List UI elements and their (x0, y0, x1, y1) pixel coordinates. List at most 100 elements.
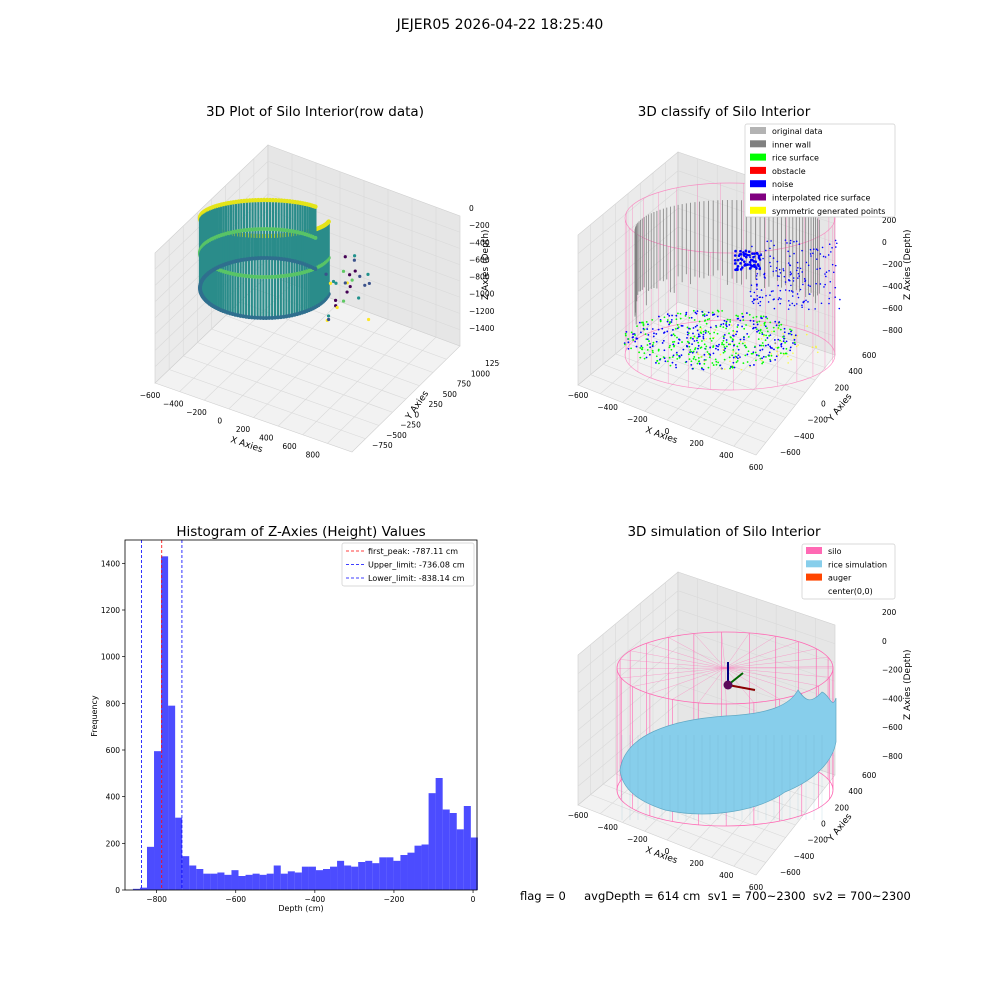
x-tick-label: 0 (217, 417, 222, 426)
data-point (755, 327, 757, 329)
histogram-bar (182, 856, 189, 890)
data-point (792, 352, 794, 354)
histogram-bar (154, 751, 161, 890)
data-point (745, 347, 747, 349)
z-axis-label: Z Axies (Depth) (481, 229, 491, 300)
data-point (729, 343, 731, 345)
data-point (765, 250, 767, 252)
data-point (765, 345, 767, 347)
data-point (652, 345, 654, 347)
data-point (773, 298, 775, 300)
data-point (678, 326, 680, 328)
data-point (702, 315, 704, 317)
data-point (760, 315, 762, 317)
data-point (764, 322, 766, 324)
data-point (698, 328, 700, 330)
data-point (678, 342, 680, 344)
data-point (789, 349, 791, 351)
data-point (669, 357, 671, 359)
data-point (678, 355, 680, 357)
histogram-bar (464, 806, 471, 890)
histogram-bar (203, 874, 210, 890)
data-point (632, 333, 634, 335)
data-point (664, 316, 666, 318)
z-axis-label: Z Axies (Depth) (903, 649, 913, 720)
data-point (358, 275, 361, 278)
data-point (783, 354, 785, 356)
data-point (801, 271, 803, 273)
histogram-bar (337, 861, 344, 890)
data-point (750, 291, 752, 293)
z-tick-label: −600 (882, 304, 903, 313)
data-point (736, 326, 738, 328)
data-point (653, 342, 655, 344)
data-point (797, 277, 799, 279)
data-point (672, 329, 674, 331)
data-point (756, 316, 758, 318)
data-point (680, 318, 682, 320)
data-point (367, 318, 370, 321)
histogram-bar (274, 866, 281, 891)
data-point (791, 290, 793, 292)
data-point (717, 310, 719, 312)
data-point (756, 252, 759, 255)
data-point (777, 339, 779, 341)
data-point (820, 283, 822, 285)
data-point (770, 353, 772, 355)
data-point (808, 264, 810, 266)
data-point (791, 303, 793, 305)
legend-label: interpolated rice surface (772, 194, 870, 203)
data-point (687, 334, 689, 336)
data-point (726, 341, 728, 343)
x-tick-label: 400 (259, 434, 274, 443)
data-point (656, 360, 658, 362)
data-point (817, 351, 819, 353)
histogram-bar (457, 829, 464, 890)
data-point (740, 341, 742, 343)
data-point (731, 355, 733, 357)
legend-frame (745, 124, 895, 217)
histogram-bar (239, 876, 246, 890)
data-point (786, 340, 788, 342)
z-tick-label: −800 (882, 326, 903, 335)
data-point (779, 269, 781, 271)
data-point (682, 325, 684, 327)
histogram-bar (224, 875, 231, 890)
data-point (763, 335, 765, 337)
data-point (740, 268, 743, 271)
data-point (773, 327, 775, 329)
data-point (735, 356, 737, 358)
histogram-bar (415, 846, 422, 890)
data-point (816, 268, 818, 270)
z-tick-label: −1200 (469, 307, 495, 316)
data-point (716, 364, 718, 366)
data-point (728, 332, 730, 334)
data-point (686, 337, 688, 339)
histogram-bar (365, 861, 372, 890)
data-point (763, 316, 765, 318)
data-point (711, 362, 713, 364)
data-point (721, 310, 723, 312)
data-point (825, 256, 827, 258)
data-point (789, 255, 791, 257)
data-point (643, 352, 645, 354)
data-point (698, 333, 700, 335)
data-point (689, 317, 691, 319)
data-point (809, 293, 811, 295)
x-axis-label: X Axies (644, 845, 679, 866)
data-point (713, 345, 715, 347)
data-point (726, 339, 728, 341)
data-point (724, 320, 726, 322)
data-point (815, 283, 817, 285)
data-point (758, 338, 760, 340)
data-point (769, 255, 771, 257)
data-point (765, 325, 767, 327)
data-point (327, 318, 330, 321)
histogram-bar (281, 874, 288, 890)
data-point (723, 349, 725, 351)
data-point (672, 341, 674, 343)
histogram-bar (217, 873, 224, 891)
data-point (801, 306, 803, 308)
data-point (756, 321, 758, 323)
data-point (713, 352, 715, 354)
